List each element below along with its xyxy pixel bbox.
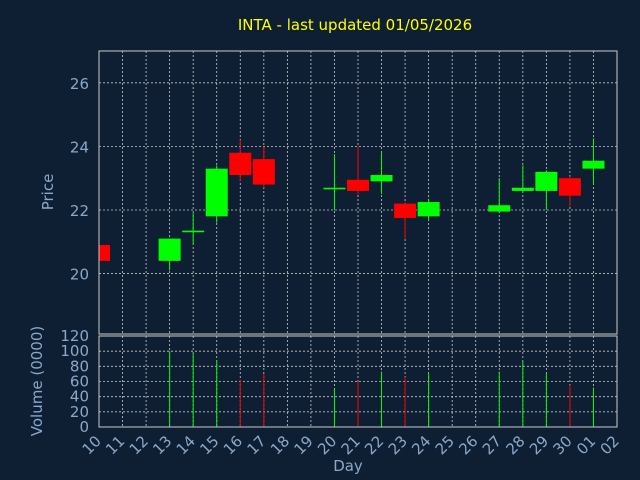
x-tick-label: 13: [149, 432, 175, 458]
price-axis-label: Price: [39, 174, 57, 211]
volume-tick-label: 100: [60, 342, 89, 360]
x-axis-ticks: 1011121314151617181920212223242526272829…: [79, 432, 623, 458]
volume-tick-label: 80: [70, 357, 89, 375]
candle-body: [370, 175, 393, 182]
volume-bars: [169, 351, 594, 427]
x-tick-label: 22: [361, 432, 387, 458]
candle-24: [417, 198, 440, 220]
candle-body: [488, 205, 511, 212]
x-tick-label: 29: [526, 432, 552, 458]
candle-30: [558, 176, 581, 207]
price-candles: [98, 138, 605, 271]
x-tick-label: 16: [220, 432, 246, 458]
x-tick-label: 28: [502, 432, 528, 458]
candle-body: [394, 203, 417, 218]
candle-body: [158, 238, 181, 261]
x-tick-label: 12: [126, 432, 152, 458]
candle-body: [417, 202, 440, 217]
candle-27: [488, 178, 511, 214]
price-tick-label: 20: [70, 266, 89, 284]
candle-22: [370, 152, 393, 195]
candle-14: [182, 213, 205, 245]
x-tick-label: 10: [79, 432, 105, 458]
candle-01: [582, 138, 605, 185]
candle-body: [582, 160, 605, 169]
volume-tick-label: 120: [60, 327, 89, 345]
candle-body: [205, 168, 228, 217]
x-tick-label: 18: [267, 432, 293, 458]
x-tick-label: 30: [550, 432, 576, 458]
x-tick-label: 25: [432, 432, 458, 458]
x-axis-label: Day: [333, 457, 363, 475]
x-tick-label: 21: [338, 432, 364, 458]
candle-21: [347, 146, 369, 195]
candle-body: [347, 179, 369, 191]
x-tick-label: 19: [291, 432, 317, 458]
x-tick-label: 27: [479, 432, 505, 458]
x-tick-label: 11: [102, 432, 128, 458]
x-tick-label: 02: [597, 432, 623, 458]
x-tick-label: 24: [408, 432, 434, 458]
candle-body: [252, 159, 275, 185]
candle-body: [99, 244, 110, 261]
price-panel-frame: [98, 50, 618, 335]
chart-title: INTA - last updated 01/05/2026: [238, 16, 472, 34]
volume-tick-label: 60: [70, 373, 89, 391]
candle-body: [511, 187, 534, 191]
candle-29: [535, 170, 558, 210]
candle-body: [323, 187, 346, 190]
volume-tick-label: 40: [70, 388, 89, 406]
candle-16: [229, 140, 252, 182]
volume-axis-label: Volume (0000): [28, 326, 46, 436]
price-axis-ticks: 20 22 24 26: [70, 75, 89, 284]
x-tick-label: 01: [573, 432, 599, 458]
price-tick-label: 24: [70, 138, 89, 156]
x-tick-label: 20: [314, 432, 340, 458]
candle-23: [394, 202, 417, 239]
candle-body: [182, 230, 205, 233]
volume-tick-label: 0: [79, 418, 89, 436]
volume-tick-label: 20: [70, 403, 89, 421]
candle-body: [558, 178, 581, 196]
x-tick-label: 17: [243, 432, 269, 458]
x-tick-label: 15: [196, 432, 222, 458]
price-tick-label: 22: [70, 202, 89, 220]
x-tick-label: 14: [173, 432, 199, 458]
price-tick-label: 26: [70, 75, 89, 93]
x-tick-label: 23: [385, 432, 411, 458]
volume-panel-frame: [98, 335, 618, 428]
candle-28: [511, 165, 534, 193]
candle-body: [229, 152, 252, 176]
candle-17: [252, 146, 275, 188]
candle-10: [98, 241, 110, 265]
candle-15: [205, 165, 228, 223]
candle-13: [158, 238, 181, 271]
candle-body: [535, 171, 558, 191]
candle-20: [323, 154, 346, 210]
x-tick-label: 26: [455, 432, 481, 458]
